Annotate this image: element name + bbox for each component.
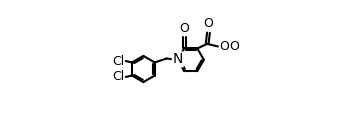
Text: O: O xyxy=(219,40,229,53)
Text: O: O xyxy=(179,22,189,35)
Text: Cl: Cl xyxy=(112,55,124,68)
Text: N: N xyxy=(173,52,183,66)
Text: O: O xyxy=(229,40,239,53)
Text: N: N xyxy=(173,53,183,67)
Text: O: O xyxy=(203,17,213,30)
Text: Cl: Cl xyxy=(112,70,124,83)
